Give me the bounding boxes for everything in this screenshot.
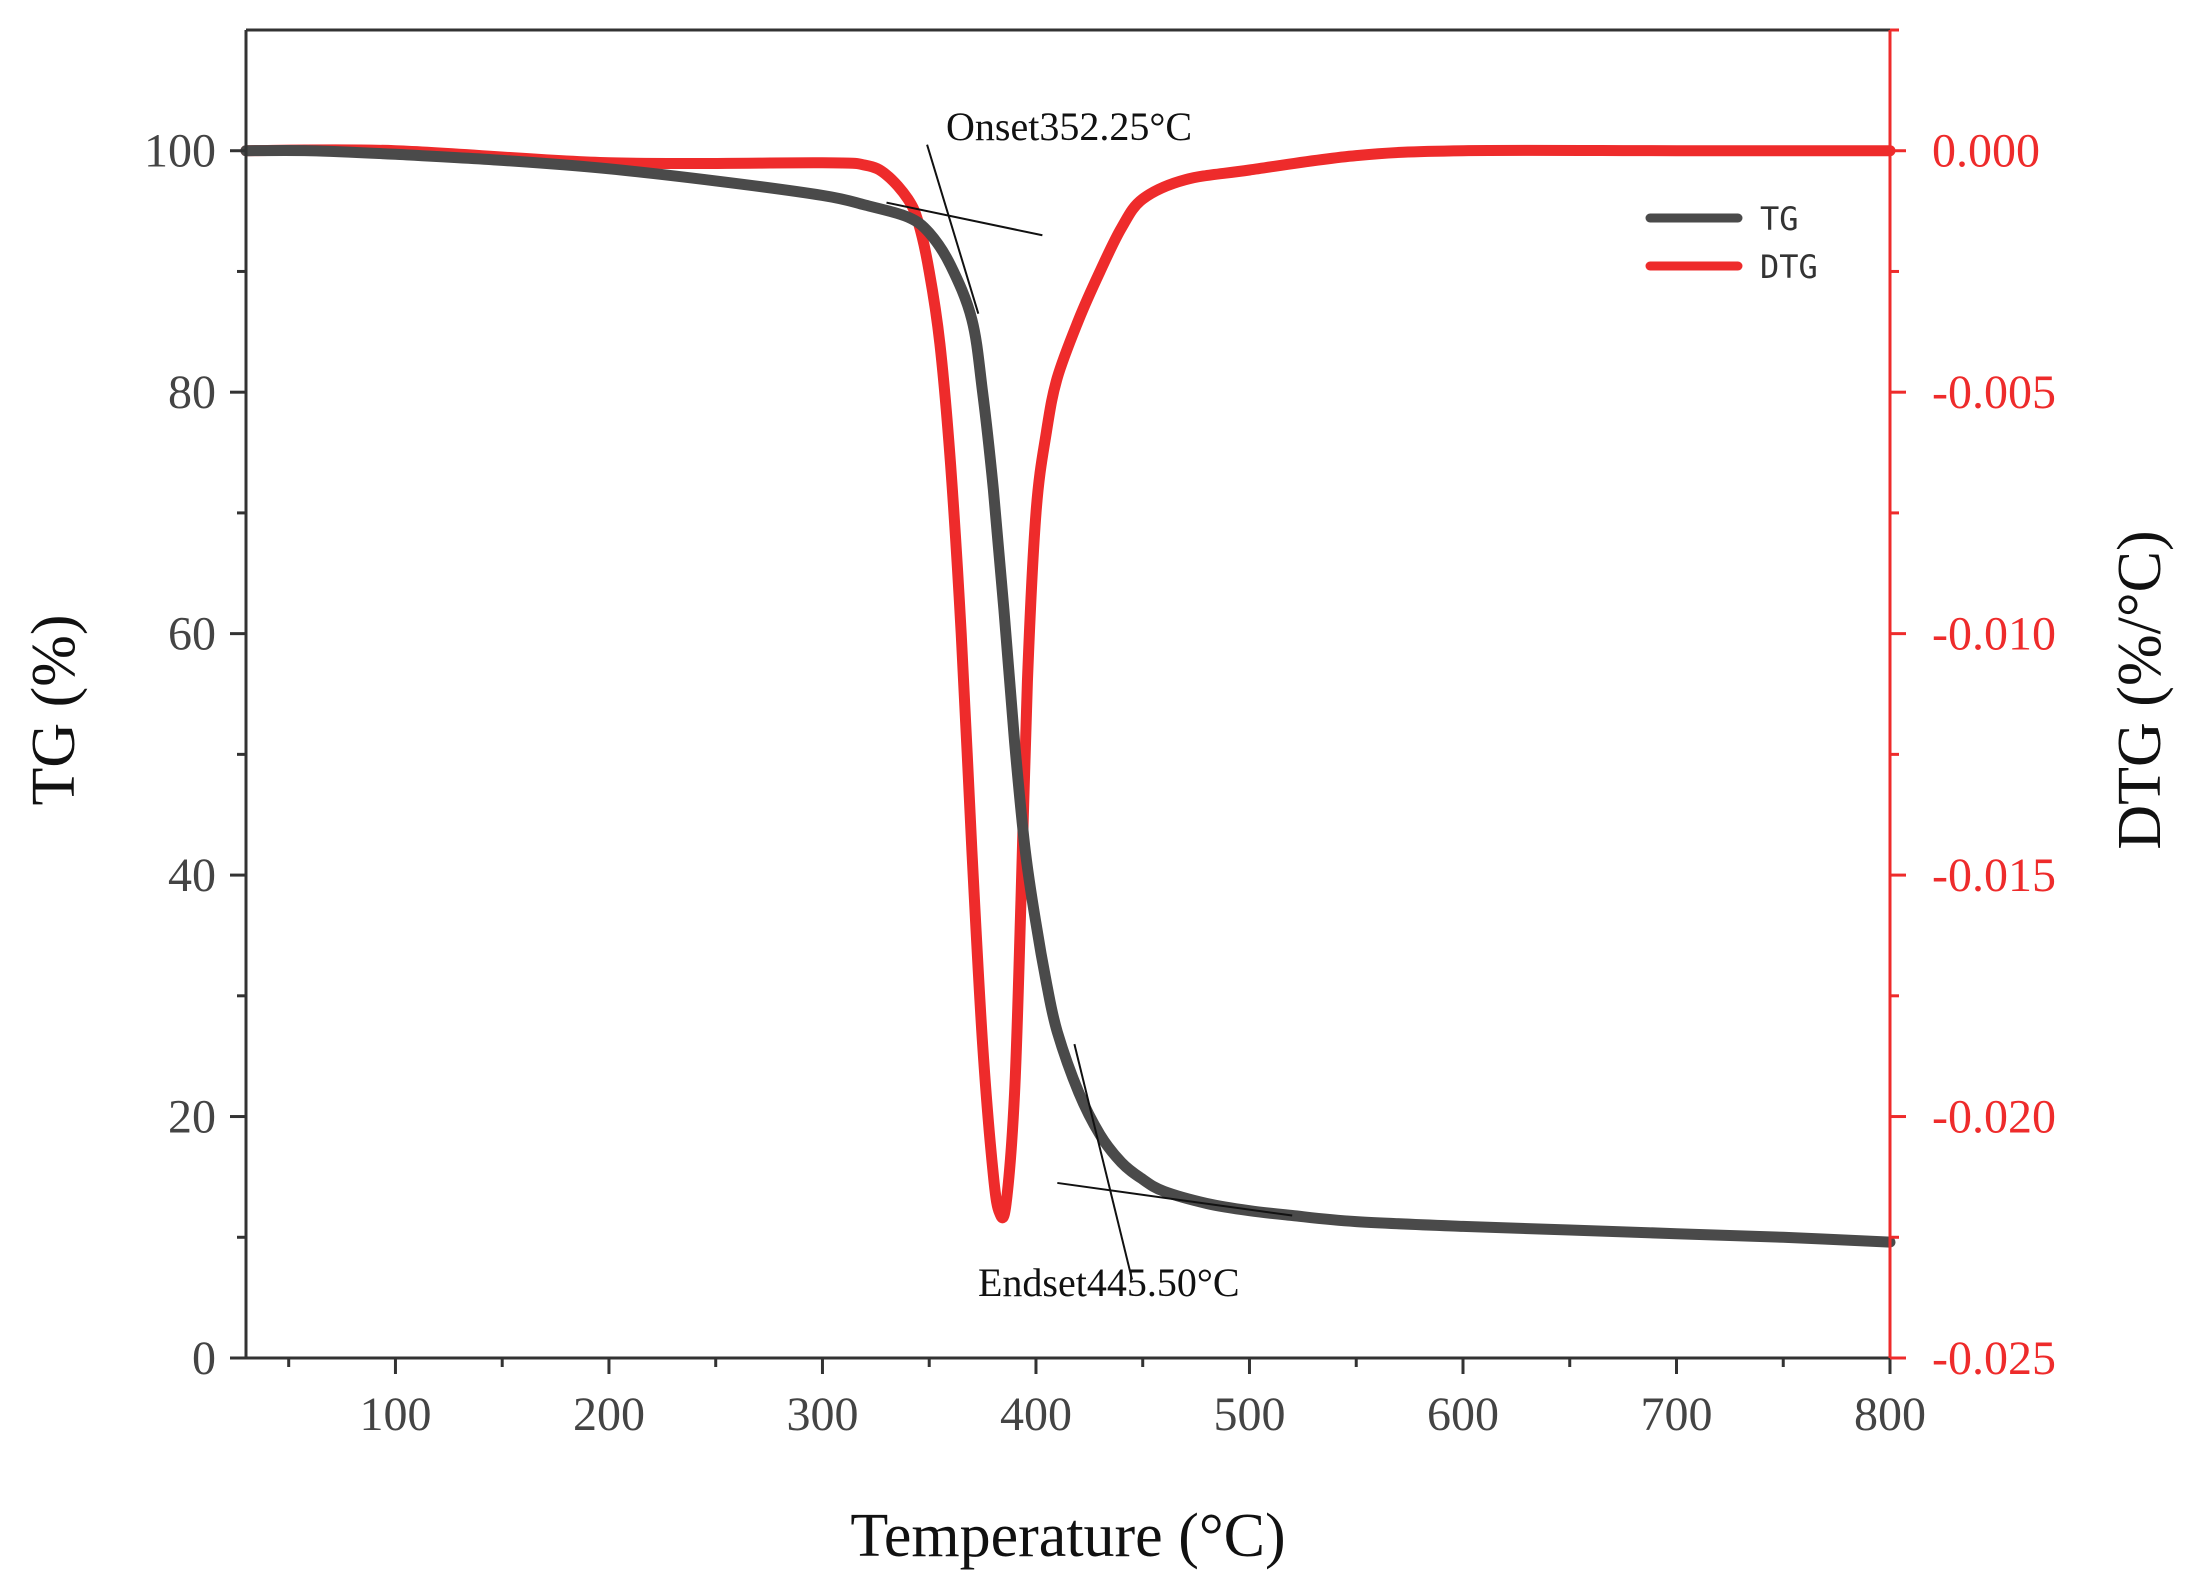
tg-series-line [240, 144, 1896, 1248]
tangent-layer [886, 144, 1293, 1280]
x-tick-label: 200 [573, 1388, 645, 1441]
endset-annotation: Endset445.50°C [978, 1260, 1240, 1305]
y-tick-label: 20 [168, 1091, 216, 1144]
onset-baseline-tangent [886, 201, 1043, 237]
x-tick-label: 800 [1854, 1388, 1926, 1441]
y2-tick-label: -0.015 [1932, 849, 2056, 902]
y2-tick-label: -0.020 [1932, 1091, 2056, 1144]
onset-slope-tangent [926, 144, 980, 314]
y-tick-label: 100 [144, 125, 216, 178]
endset-slope-tangent [1073, 1043, 1134, 1280]
y-tick-label: 40 [168, 849, 216, 902]
legend-tg-label: TG [1760, 200, 1799, 238]
y2-tick-label: -0.025 [1932, 1332, 2056, 1385]
y2-tick-label: -0.010 [1932, 608, 2056, 661]
label-layer: 100 200 300 400 500 600 700 800 0 20 40 60 80 100 0.00… [144, 125, 2056, 1441]
x-tick-label: 400 [1000, 1388, 1072, 1441]
legend-dtg-label: DTG [1760, 248, 1818, 286]
y-tick-label: 60 [168, 608, 216, 661]
axis-layer [230, 28, 1906, 1374]
legend: TG DTG [1645, 200, 1818, 286]
x-tick-label: 100 [359, 1388, 431, 1441]
y2-axis-title: DTG (%/°C) [2106, 530, 2174, 849]
x-tick-label: 600 [1427, 1388, 1499, 1441]
x-tick-label: 500 [1213, 1388, 1285, 1441]
y-axis-title: TG (%) [20, 614, 88, 805]
endset-baseline-tangent [1057, 1181, 1293, 1217]
y2-tick-label: 0.000 [1932, 125, 2040, 178]
dtg-series-line [240, 144, 1896, 1224]
x-tick-label: 300 [786, 1388, 858, 1441]
series-layer [240, 144, 1896, 1248]
x-axis-title: Temperature (°C) [850, 1502, 1285, 1570]
y-tick-label: 80 [168, 366, 216, 419]
y2-tick-label: -0.005 [1932, 366, 2056, 419]
onset-annotation: Onset352.25°C [946, 104, 1192, 149]
y-tick-label: 0 [192, 1332, 216, 1385]
x-tick-label: 700 [1640, 1388, 1712, 1441]
